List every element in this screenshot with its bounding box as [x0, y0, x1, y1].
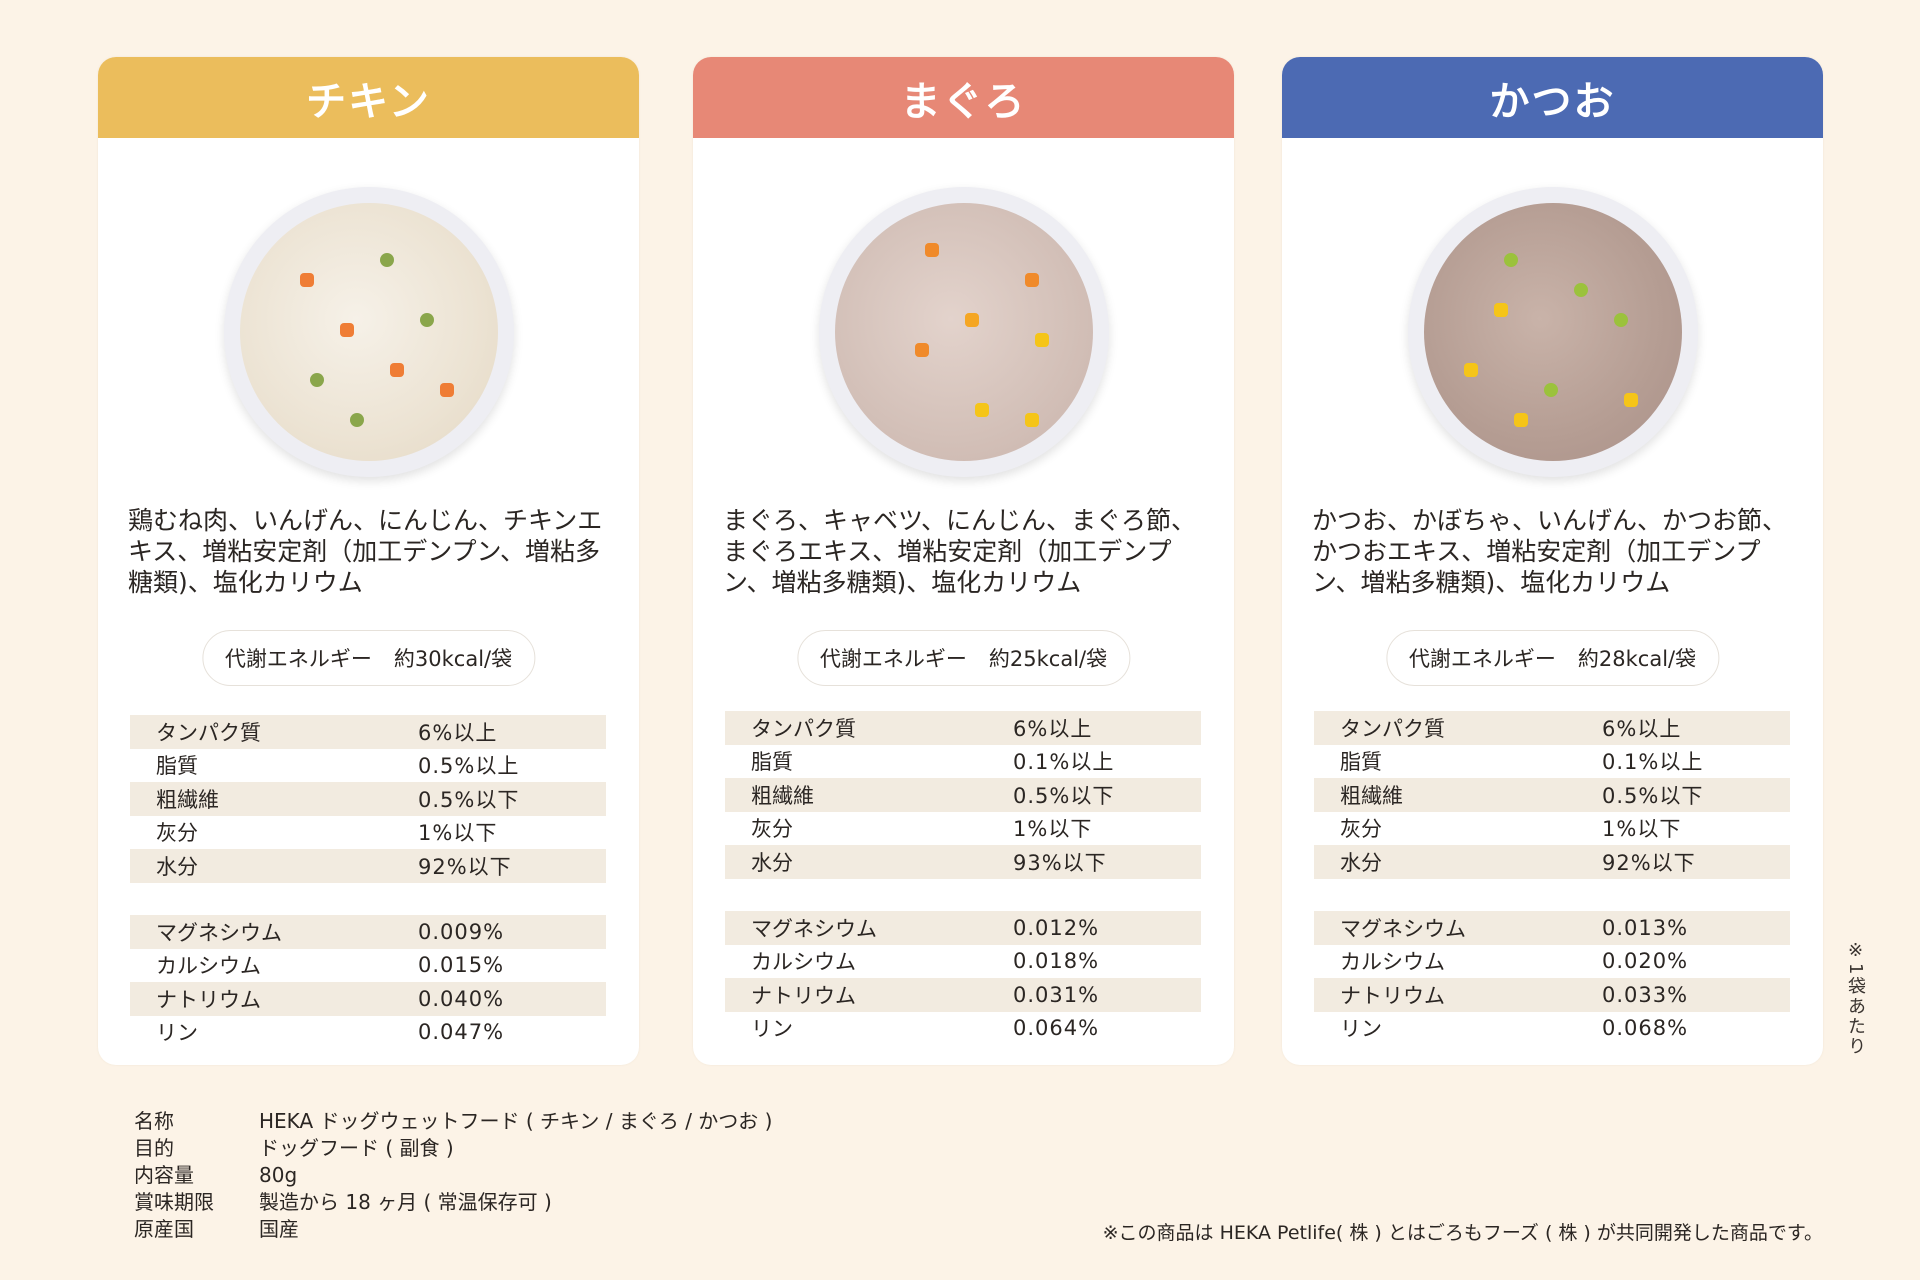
spec-row: 名称 HEKA ドッグウェットフード ( チキン / まぐろ / かつお ): [134, 1109, 773, 1133]
energy-badge: 代謝エネルギー 約30kcal/袋: [201, 630, 536, 686]
energy-value: 約30kcal/袋: [393, 647, 513, 671]
mineral-table: マグネシウム 0.009% カルシウム 0.015% ナトリウム 0.040% リン 0…: [130, 915, 606, 1049]
product-spec: 名称 HEKA ドッグウェットフード ( チキン / まぐろ / かつお ) 目的…: [134, 1108, 772, 1243]
table-row: カルシウム 0.020%: [1340, 949, 1689, 975]
nutrient-table: タンパク質 6%以上 脂質 0.5%以上 粗繊維 0.5%以下 灰分 1%以下 水分 92…: [130, 715, 606, 883]
card-header: まぐろ: [693, 57, 1234, 138]
mineral-table: マグネシウム 0.013% カルシウム 0.020% ナトリウム 0.033% リン 0…: [1314, 911, 1790, 1045]
table-row: 灰分 1%以下: [1340, 817, 1682, 842]
table-row: 水分 92%以下: [130, 849, 606, 883]
table-row: マグネシウム 0.009%: [130, 915, 606, 949]
card-header: かつお: [1282, 57, 1823, 138]
table-row: リン 0.064%: [751, 1016, 1100, 1042]
energy-value: 約28kcal/袋: [1577, 647, 1697, 671]
joint-development-note: ※この商品は HEKA Petlife( 株 ) とはごろもフーズ ( 株 ) …: [1102, 1222, 1823, 1244]
table-row: カルシウム 0.018%: [751, 949, 1100, 975]
table-row: タンパク質 6%以上: [130, 715, 606, 749]
table-row: 水分 92%以下: [1314, 845, 1790, 879]
spec-row: 目的 ドッグフード ( 副食 ): [134, 1136, 454, 1160]
table-row: ナトリウム 0.040%: [130, 982, 606, 1016]
card-title: チキン: [306, 78, 431, 125]
table-row: カルシウム 0.015%: [156, 953, 505, 979]
table-row: 粗繊維 0.5%以下: [725, 778, 1201, 812]
spec-row: 原産国 国産: [134, 1217, 299, 1241]
product-card-chicken: チキン 鶏むね肉、いんげん、にんじん、チキンエキス、増粘安定剤（加工デンプン、増…: [98, 57, 639, 1065]
ingredients-text: 鶏むね肉、いんげん、にんじん、チキンエキス、増粘安定剤（加工デンプン、増粘多糖類…: [128, 506, 603, 597]
mineral-table: マグネシウム 0.012% カルシウム 0.018% ナトリウム 0.031% リン 0…: [725, 911, 1201, 1045]
tuna-food-image: [818, 187, 1109, 477]
table-row: 灰分 1%以下: [751, 817, 1093, 842]
per-bag-note: ※1袋あたり: [1845, 940, 1866, 1057]
spec-row: 内容量 80g: [134, 1163, 298, 1187]
table-row: タンパク質 6%以上: [725, 711, 1201, 745]
product-card-bonito: かつお かつお、かぼちゃ、いんげん、かつお節、かつおエキス、増粘安定剤（加工デン…: [1282, 57, 1823, 1065]
product-card-tuna: まぐろ まぐろ、キャベツ、にんじん、まぐろ節、まぐろエキス、増粘安定剤（加工デン…: [693, 57, 1234, 1065]
energy-label: 代謝エネルギー: [819, 647, 967, 671]
energy-value: 約25kcal/袋: [988, 647, 1108, 671]
card-title: まぐろ: [900, 78, 1027, 125]
table-row: 粗繊維 0.5%以下: [1314, 778, 1790, 812]
energy-label: 代謝エネルギー: [224, 647, 372, 671]
card-header: チキン: [98, 57, 639, 138]
nutrient-table: タンパク質 6%以上 脂質 0.1%以上 粗繊維 0.5%以下 灰分 1%以下 水分 92…: [1314, 711, 1790, 879]
table-row: 水分 93%以下: [725, 845, 1201, 879]
spec-row: 賞味期限 製造から 18 ヶ月 ( 常温保存可 ): [134, 1190, 552, 1214]
table-row: 灰分 1%以下: [156, 821, 498, 846]
table-row: マグネシウム 0.012%: [725, 911, 1201, 945]
energy-badge: 代謝エネルギー 約25kcal/袋: [796, 630, 1131, 686]
chicken-food-image: [223, 187, 514, 477]
table-row: ナトリウム 0.033%: [1314, 978, 1790, 1012]
card-title: かつお: [1489, 78, 1616, 125]
table-row: 脂質 0.1%以上: [751, 750, 1115, 775]
table-row: タンパク質 6%以上: [1314, 711, 1790, 745]
energy-badge: 代謝エネルギー 約28kcal/袋: [1385, 630, 1720, 686]
table-row: 脂質 0.1%以上: [1340, 750, 1704, 775]
table-row: ナトリウム 0.031%: [725, 978, 1201, 1012]
bonito-food-image: [1407, 187, 1698, 477]
energy-label: 代謝エネルギー: [1408, 647, 1556, 671]
ingredients-text: まぐろ、キャベツ、にんじん、まぐろ節、まぐろエキス、増粘安定剤（加工デンプン、増…: [723, 506, 1197, 597]
table-row: マグネシウム 0.013%: [1314, 911, 1790, 945]
table-row: リン 0.047%: [156, 1020, 505, 1046]
table-row: 粗繊維 0.5%以下: [130, 782, 606, 816]
nutrient-table: タンパク質 6%以上 脂質 0.1%以上 粗繊維 0.5%以下 灰分 1%以下 水分 93…: [725, 711, 1201, 879]
table-row: リン 0.068%: [1340, 1016, 1689, 1042]
table-row: 脂質 0.5%以上: [156, 754, 520, 779]
ingredients-text: かつお、かぼちゃ、いんげん、かつお節、かつおエキス、増粘安定剤（加工デンプン、増…: [1312, 506, 1788, 597]
